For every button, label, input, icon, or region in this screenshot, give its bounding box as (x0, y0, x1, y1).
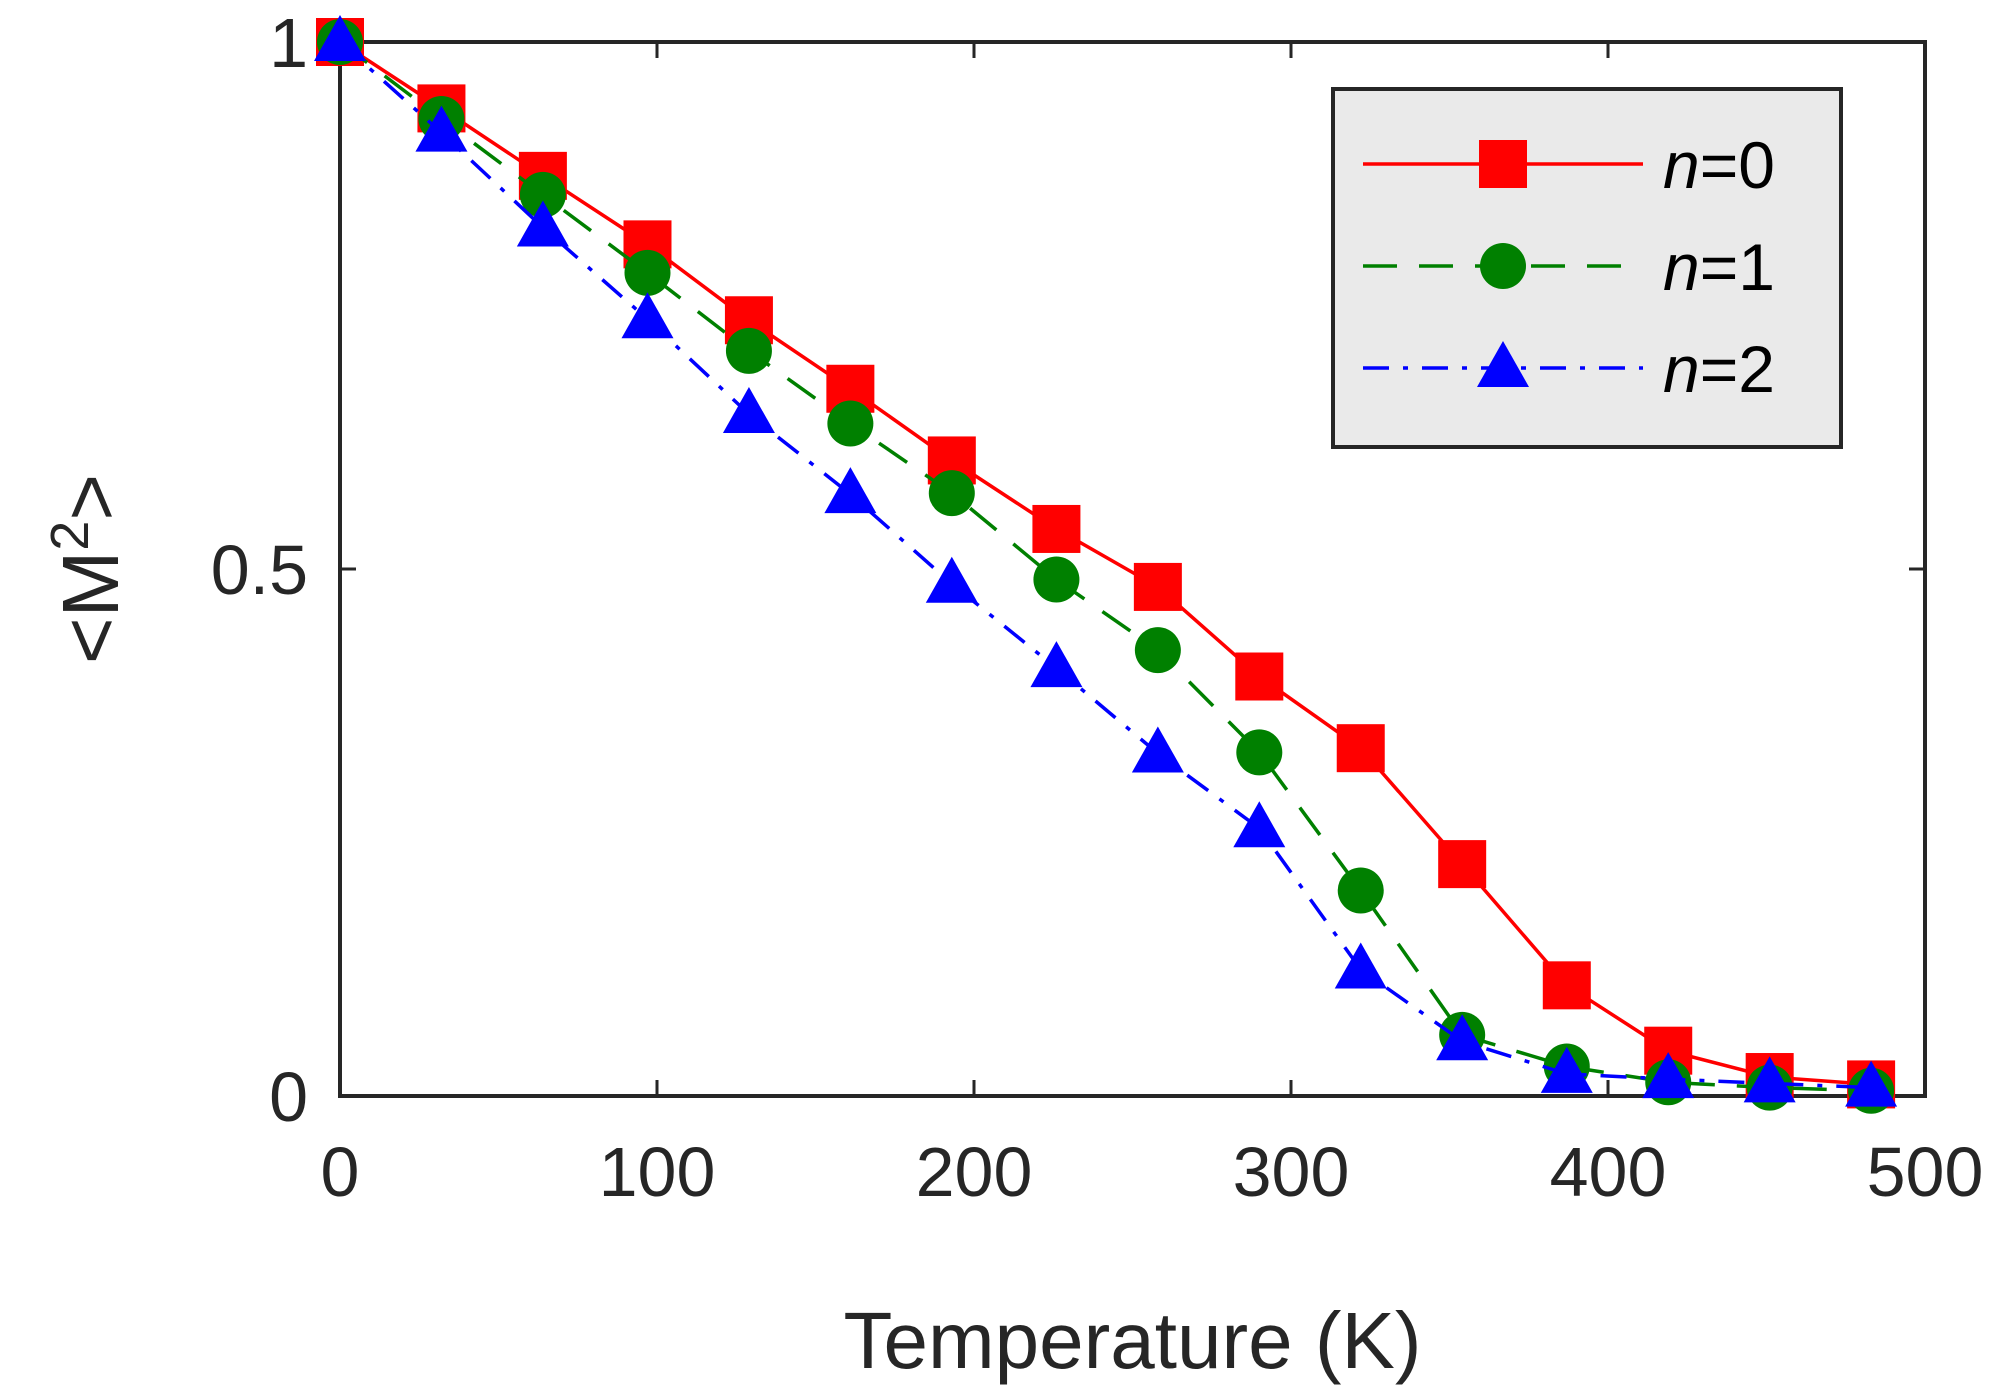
data-point-triangle (1642, 1052, 1695, 1099)
y-axis-title: <M2> (40, 474, 135, 664)
legend-label-variable: n (1663, 332, 1700, 406)
data-point-triangle (1030, 641, 1083, 688)
x-tick-label: 400 (1550, 1133, 1667, 1211)
data-point-triangle (1334, 942, 1387, 989)
data-point-circle (519, 171, 566, 218)
x-tick-label: 500 (1867, 1133, 1984, 1211)
data-point-triangle (621, 292, 674, 339)
series-line (339, 40, 1872, 1087)
data-point-square (1336, 724, 1385, 773)
data-point-circle (1337, 867, 1384, 914)
data-point-circle (1134, 627, 1181, 674)
data-point-triangle (1540, 1046, 1593, 1093)
y-axis-title-main: <M (46, 551, 135, 664)
axes: 0 100 200 300 400 500 0 0.5 1 (211, 4, 1984, 1211)
data-point-square (1235, 652, 1284, 701)
legend: n=0n=1n=2 (1331, 87, 1843, 449)
data-point-square (1438, 840, 1487, 889)
y-tick-label: 1 (269, 4, 308, 82)
data-point-square (1479, 140, 1527, 188)
series-line (338, 40, 1872, 1090)
legend-label-value: =0 (1700, 128, 1775, 202)
data-point-triangle (314, 15, 366, 61)
y-axis-title-end: > (46, 474, 135, 521)
data-point-circle (624, 249, 671, 296)
series-line (338, 40, 1872, 1093)
series-layer (314, 15, 1898, 1114)
data-point-circle (725, 327, 772, 374)
legend-label-variable: n (1663, 128, 1700, 202)
data-point-triangle (925, 556, 978, 603)
legend-label-value: =1 (1700, 230, 1775, 304)
x-axis-title: Temperature (K) (844, 1296, 1422, 1385)
data-point-triangle (415, 105, 468, 152)
x-tick-label: 200 (916, 1133, 1033, 1211)
data-point-square (1133, 562, 1182, 611)
y-tick-label: 0 (269, 1058, 308, 1136)
data-point-circle (928, 470, 975, 517)
y-axis-title-superscript: 2 (40, 521, 100, 551)
data-point-circle (1480, 243, 1526, 289)
x-tick-label: 300 (1233, 1133, 1350, 1211)
data-point-circle (827, 400, 874, 447)
x-tick-label: 0 (321, 1133, 360, 1211)
data-point-triangle (722, 387, 775, 434)
legend-label-value: =2 (1700, 332, 1775, 406)
legend-label-1: n=1 (1663, 230, 1775, 304)
data-point-triangle (824, 467, 877, 514)
data-point-circle (1033, 556, 1080, 603)
data-point-square (1542, 961, 1591, 1010)
x-tick-label: 100 (599, 1133, 716, 1211)
data-point-triangle (1131, 726, 1184, 773)
legend-label-variable: n (1663, 230, 1700, 304)
data-point-triangle (1477, 341, 1529, 387)
legend-label-2: n=2 (1663, 332, 1775, 406)
y-tick-label: 0.5 (211, 531, 308, 609)
data-point-triangle (1436, 1014, 1489, 1061)
data-point-square (1032, 504, 1081, 553)
data-point-triangle (516, 200, 569, 247)
data-point-circle (1236, 729, 1283, 776)
legend-label-0: n=0 (1663, 128, 1775, 202)
data-point-triangle (1845, 1060, 1898, 1107)
data-point-triangle (1743, 1056, 1796, 1103)
series-2 (314, 15, 1898, 1107)
data-point-triangle (1233, 801, 1286, 848)
legend-box (1331, 87, 1843, 449)
